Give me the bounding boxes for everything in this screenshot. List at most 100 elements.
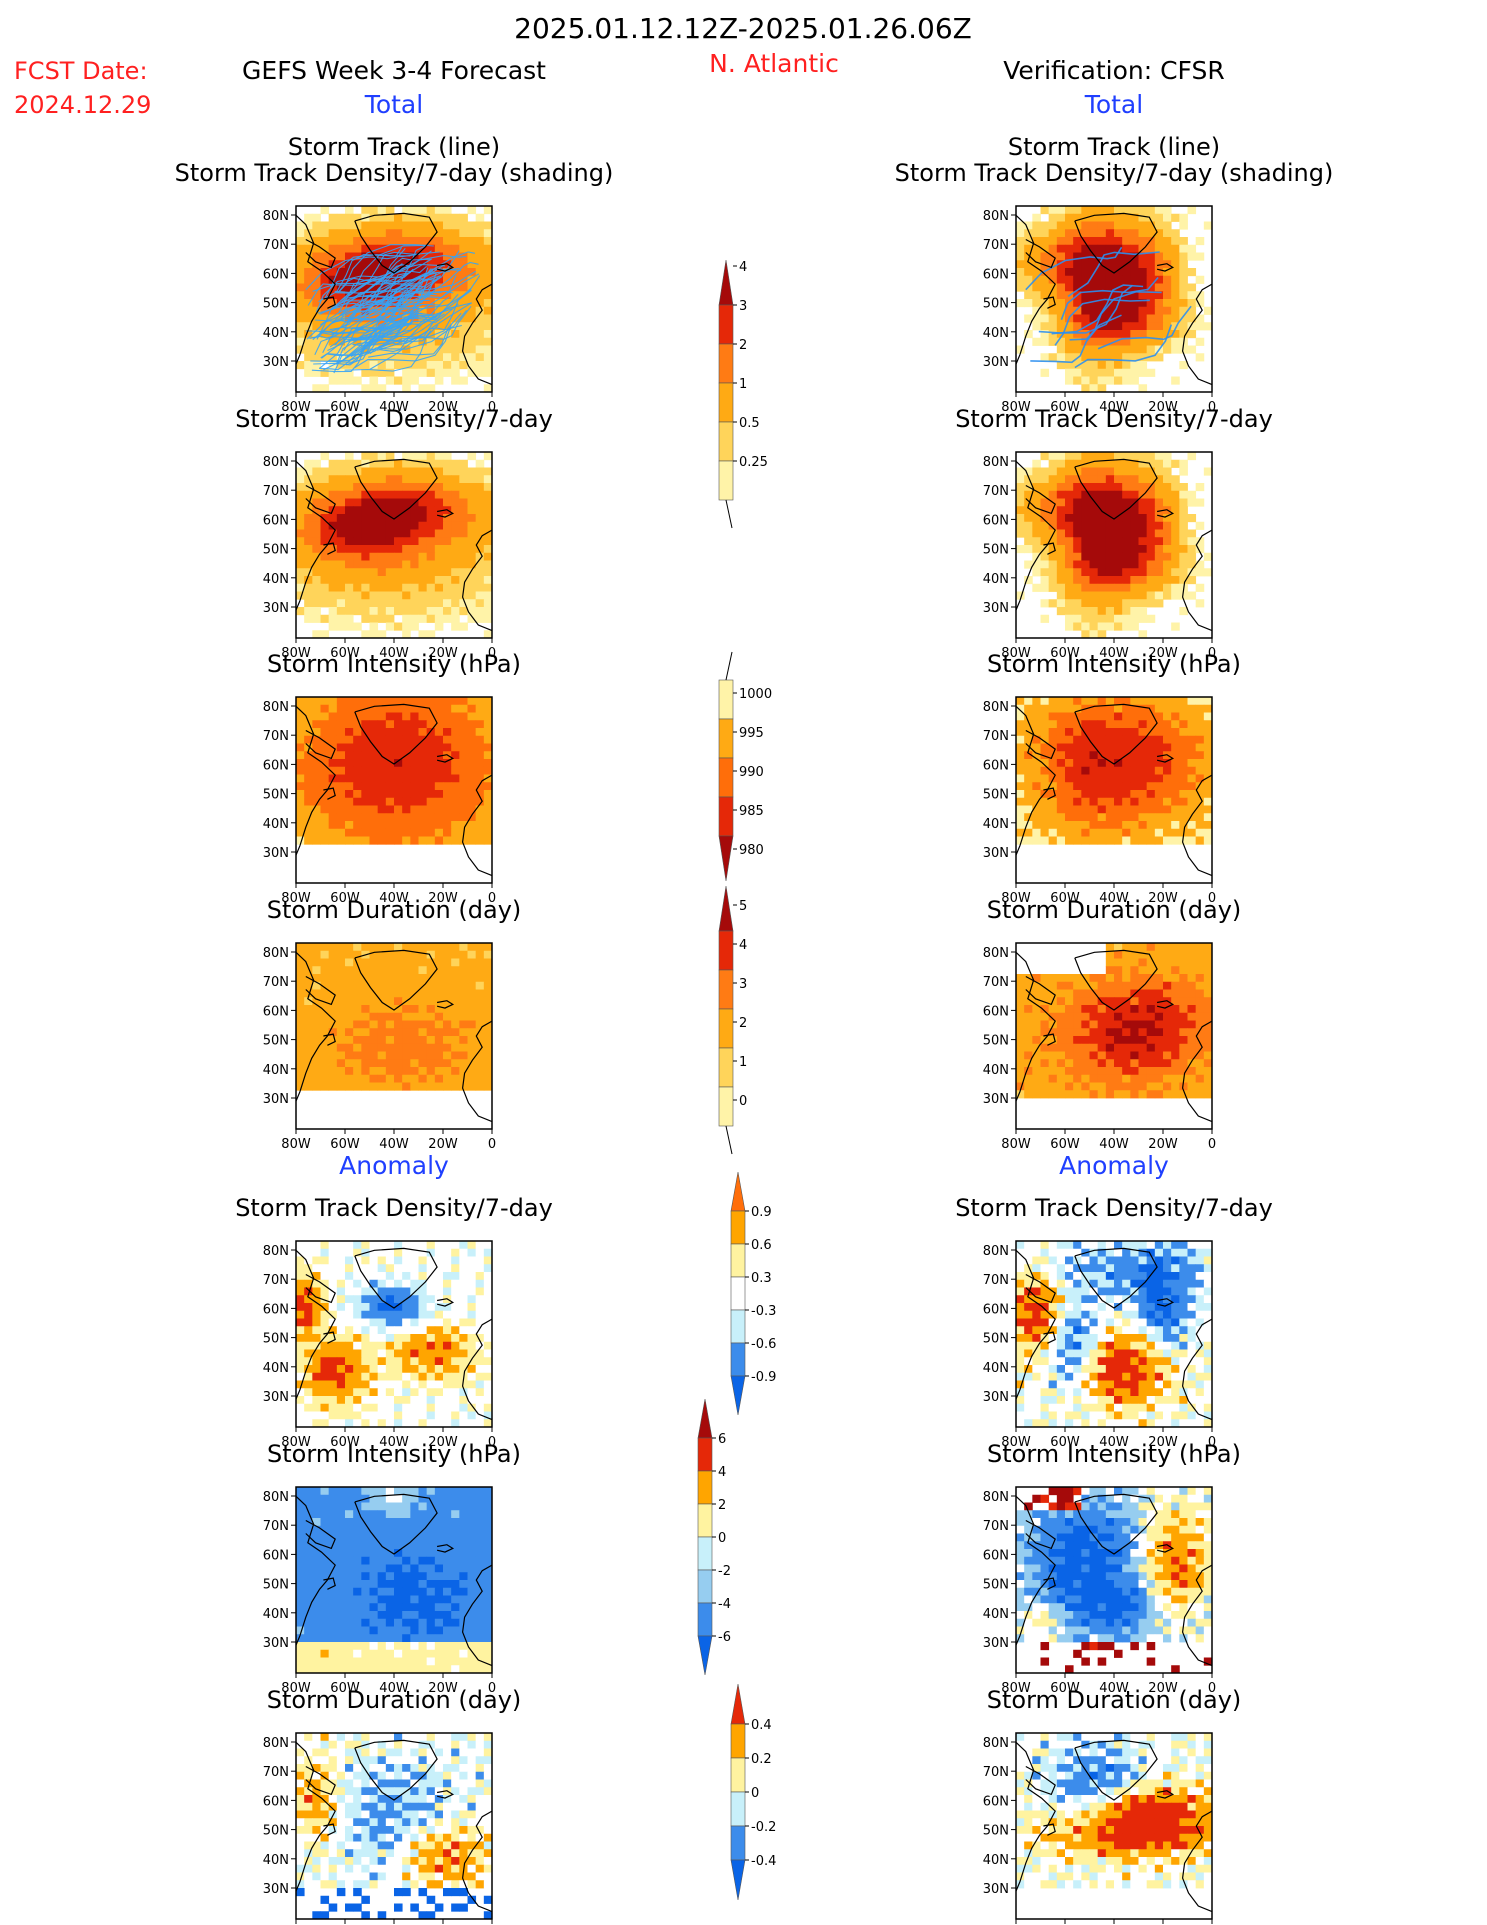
grid-cell xyxy=(328,1419,338,1428)
grid-cell xyxy=(1097,361,1107,370)
grid-cell xyxy=(443,1028,452,1037)
grid-cell xyxy=(1097,1074,1107,1083)
grid-cell xyxy=(402,1043,411,1052)
grid-cell xyxy=(394,1396,403,1405)
grid-cell xyxy=(1114,452,1123,461)
grid-cell xyxy=(418,797,428,806)
grid-cell xyxy=(410,1020,419,1029)
grid-cell xyxy=(1179,521,1188,530)
grid-cell xyxy=(1081,774,1090,783)
grid-cell xyxy=(1195,1287,1205,1296)
grid-cell xyxy=(320,997,330,1006)
grid-cell xyxy=(467,759,477,768)
grid-cell xyxy=(475,759,485,768)
grid-cell xyxy=(320,260,330,269)
grid-cell xyxy=(1171,751,1180,760)
grid-cell xyxy=(451,260,460,269)
grid-cell xyxy=(377,1349,387,1358)
grid-cell xyxy=(418,545,428,554)
grid-cell xyxy=(353,1287,362,1296)
grid-cell xyxy=(369,821,379,830)
grid-cell xyxy=(1056,1279,1066,1288)
grid-cell xyxy=(1040,735,1050,744)
grid-cell xyxy=(1122,221,1131,230)
grid-cell xyxy=(1040,743,1050,752)
grid-cell xyxy=(1040,774,1050,783)
grid-cell xyxy=(369,766,379,775)
grid-cell xyxy=(459,958,468,967)
grid-cell xyxy=(304,813,313,822)
grid-cell xyxy=(1032,836,1041,845)
grid-cell xyxy=(336,537,346,546)
grid-cell xyxy=(483,958,493,967)
grid-cell xyxy=(1114,735,1123,744)
grid-cell xyxy=(1024,836,1033,845)
grid-cell xyxy=(320,1318,330,1327)
coastline xyxy=(436,1298,455,1307)
grid-cell xyxy=(1032,213,1041,222)
grid-cell xyxy=(475,537,485,546)
grid-cell xyxy=(369,728,379,737)
grid-cell xyxy=(1024,759,1033,768)
grid-cell xyxy=(426,368,436,377)
grid-cell xyxy=(336,981,346,990)
grid-cell xyxy=(312,743,321,752)
grid-cell xyxy=(336,545,346,554)
grid-cell xyxy=(1154,330,1164,339)
grid-cell xyxy=(1154,322,1164,331)
grid-cell xyxy=(385,1248,395,1257)
grid-cell xyxy=(385,1272,395,1281)
grid-cell xyxy=(1138,607,1148,616)
grid-cell xyxy=(304,353,313,362)
grid-cell xyxy=(1105,1264,1115,1273)
grid-cell xyxy=(320,751,330,760)
grid-cell xyxy=(1163,981,1172,990)
panel-title-a-density-left: Storm Track Density/7-day xyxy=(235,1194,553,1222)
grid-cell xyxy=(369,1248,379,1257)
grid-cell xyxy=(1081,1256,1090,1265)
grid-cell xyxy=(451,1059,460,1068)
grid-cell xyxy=(434,1082,444,1091)
grid-cell xyxy=(402,735,411,744)
grid-cell xyxy=(345,552,354,561)
grid-cell xyxy=(1016,1043,1025,1052)
grid-cell xyxy=(410,244,419,253)
grid-cell xyxy=(1114,1059,1123,1068)
grid-cell xyxy=(1154,720,1164,729)
grid-cell xyxy=(296,252,305,261)
grid-cell xyxy=(418,1334,428,1343)
grid-cell xyxy=(1203,751,1213,760)
grid-cell xyxy=(1040,314,1050,323)
grid-cell xyxy=(1195,1043,1205,1052)
grid-cell xyxy=(467,529,477,538)
grid-cell xyxy=(377,337,387,346)
grid-cell xyxy=(1130,813,1139,822)
grid-cell xyxy=(320,599,330,608)
grid-cell xyxy=(410,452,419,461)
grid-cell xyxy=(426,1005,436,1014)
grid-cell xyxy=(1122,337,1131,346)
grid-cell xyxy=(1179,545,1188,554)
grid-cell xyxy=(1114,459,1123,468)
grid-cell xyxy=(296,743,305,752)
grid-cell xyxy=(336,1380,346,1389)
grid-cell xyxy=(1081,997,1090,1006)
grid-cell xyxy=(1097,797,1107,806)
grid-cell xyxy=(1146,735,1156,744)
grid-cell xyxy=(418,751,428,760)
grid-cell xyxy=(1171,1090,1180,1099)
grid-cell xyxy=(377,774,387,783)
grid-cell xyxy=(459,1248,468,1257)
grid-cell xyxy=(1056,244,1066,253)
grid-cell xyxy=(1195,299,1205,308)
grid-cell xyxy=(418,989,428,998)
grid-cell xyxy=(1171,490,1180,499)
grid-cell xyxy=(353,1028,362,1037)
grid-cell xyxy=(1073,459,1082,468)
grid-cell xyxy=(1146,751,1156,760)
coastline xyxy=(295,1249,336,1400)
grid-cell xyxy=(418,743,428,752)
grid-cell xyxy=(1195,1295,1205,1304)
grid-cell xyxy=(1032,735,1041,744)
grid-cell xyxy=(475,599,485,608)
